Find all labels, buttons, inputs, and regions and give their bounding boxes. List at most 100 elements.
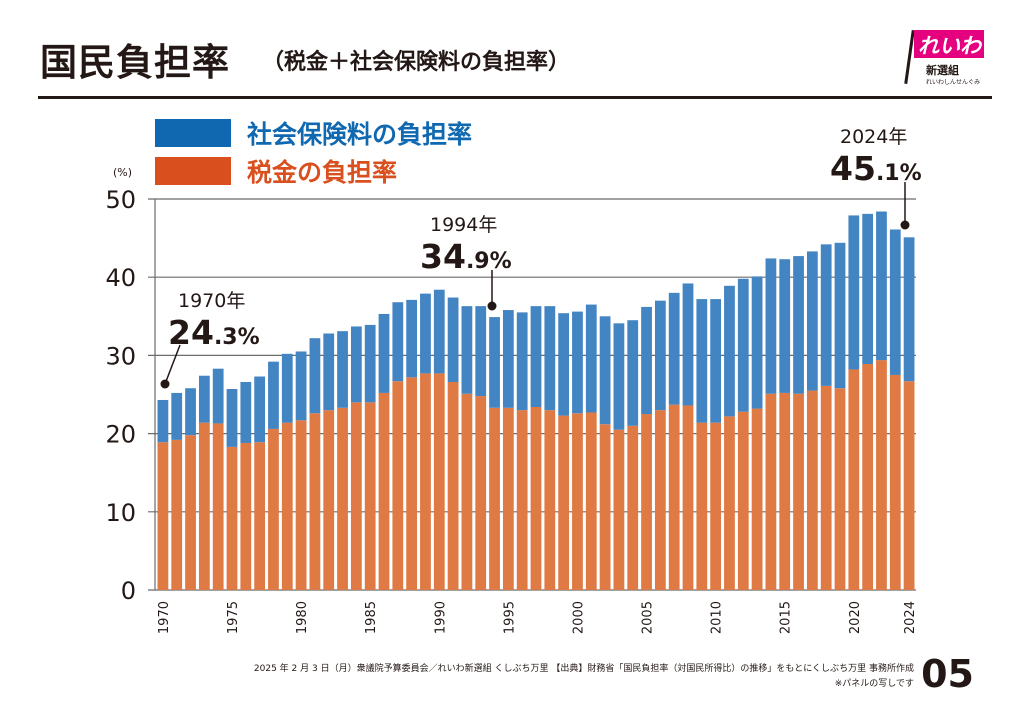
- page-number: 05: [921, 652, 974, 696]
- bar-tax-1972: [185, 435, 196, 590]
- bar-social-insurance-1985: [364, 324, 376, 403]
- title-rule: [38, 96, 992, 99]
- annotation-leader-line: [164, 344, 181, 385]
- x-tick-label: 2010: [710, 601, 725, 634]
- bar-tax-1970: [157, 442, 169, 590]
- annotation-value: 34.9%: [420, 237, 512, 276]
- bar-social-insurance-2009: [696, 299, 708, 423]
- bar-tax-1996: [516, 410, 528, 590]
- bar-tax-1992: [461, 393, 473, 590]
- bar-tax-1976: [240, 442, 252, 590]
- x-tick-label: 1995: [502, 601, 517, 634]
- bar-social-insurance-2021: [862, 213, 874, 365]
- bar-tax-2008: [682, 405, 694, 590]
- bar-social-insurance-1970: [157, 399, 169, 443]
- chart-legend: 社会保険料の負担率 税金の負担率: [155, 114, 472, 190]
- bar-social-insurance-2017: [806, 251, 818, 391]
- bar-tax-1994: [489, 407, 500, 590]
- bar-tax-1989: [420, 373, 431, 590]
- y-tick-label: 40: [105, 264, 136, 292]
- panel-note: ※パネルの写しです: [834, 679, 914, 689]
- bar-social-insurance-2010: [710, 299, 722, 423]
- bar-tax-1984: [350, 402, 362, 590]
- x-tick-label: 2000: [571, 601, 586, 634]
- bar-social-insurance-1996: [516, 312, 528, 411]
- bar-tax-1979: [281, 422, 293, 590]
- y-tick-label: 50: [105, 186, 136, 214]
- annotation-dot: [160, 379, 170, 389]
- bar-social-insurance-1974: [212, 368, 224, 424]
- bar-social-insurance-2001: [585, 304, 597, 413]
- bar-social-insurance-2016: [793, 256, 804, 394]
- bar-tax-2003: [613, 429, 625, 590]
- bar-social-insurance-1976: [240, 381, 252, 443]
- bar-tax-1999: [558, 415, 570, 590]
- bar-tax-1995: [502, 407, 514, 590]
- bar-social-insurance-2004: [627, 320, 639, 426]
- flag-icon: [914, 30, 984, 58]
- y-tick-label: 20: [105, 421, 136, 449]
- bar-social-insurance-2007: [668, 292, 680, 405]
- bar-tax-2009: [696, 422, 708, 590]
- bar-social-insurance-1989: [420, 293, 431, 374]
- bar-social-insurance-2000: [572, 311, 583, 414]
- bar-social-insurance-1978: [268, 361, 279, 429]
- y-tick-label: 30: [105, 342, 136, 370]
- bar-social-insurance-2011: [724, 285, 735, 417]
- bar-social-insurance-1991: [447, 297, 459, 382]
- bar-social-insurance-1990: [433, 289, 445, 374]
- bar-social-insurance-1988: [406, 299, 418, 378]
- bar-tax-1998: [544, 410, 556, 590]
- bar-tax-1985: [364, 402, 376, 590]
- x-tick-label: 1980: [295, 601, 310, 634]
- bar-social-insurance-2014: [765, 258, 777, 394]
- annotation-value: 45.1%: [830, 149, 922, 188]
- bar-social-insurance-1982: [323, 333, 335, 411]
- logo-reading: れいわしんせんぐみ: [926, 79, 981, 86]
- x-tick-label: 1970: [157, 601, 172, 634]
- annotation-year: 1994年: [430, 214, 497, 236]
- bar-tax-1980: [295, 420, 307, 590]
- bar-tax-2010: [710, 422, 722, 590]
- annotation-dot: [487, 301, 497, 311]
- bar-tax-2011: [724, 416, 735, 590]
- bar-tax-1997: [530, 407, 542, 590]
- bar-tax-2020: [848, 369, 860, 590]
- bar-tax-2006: [654, 410, 666, 590]
- bar-tax-1981: [309, 413, 321, 590]
- bar-tax-1974: [212, 423, 224, 590]
- annotation-year: 1970年: [178, 290, 245, 312]
- bar-tax-1971: [171, 439, 183, 590]
- bar-tax-2017: [806, 390, 818, 590]
- bar-social-insurance-1984: [350, 326, 362, 403]
- bar-social-insurance-1971: [171, 392, 183, 440]
- y-tick-label: 10: [105, 499, 136, 527]
- bar-social-insurance-2019: [834, 242, 846, 389]
- x-tick-label: 1985: [364, 601, 379, 634]
- bar-social-insurance-1987: [392, 302, 404, 382]
- bar-tax-2012: [737, 411, 749, 590]
- bar-tax-2021: [862, 364, 874, 590]
- bar-social-insurance-2023: [889, 229, 901, 375]
- x-tick-label: 1975: [226, 601, 241, 634]
- bar-tax-2022: [876, 360, 887, 590]
- bar-social-insurance-1973: [198, 375, 210, 423]
- bar-tax-2005: [641, 414, 652, 590]
- bar-social-insurance-2022: [876, 211, 887, 361]
- bar-social-insurance-2002: [599, 316, 611, 425]
- bar-tax-1990: [433, 373, 445, 590]
- bar-social-insurance-1986: [378, 313, 390, 393]
- bar-tax-2023: [889, 374, 901, 590]
- bar-tax-2016: [793, 393, 804, 590]
- bar-tax-1983: [337, 407, 348, 590]
- legend-label-tax: 税金の負担率: [247, 158, 398, 187]
- bar-social-insurance-2006: [654, 300, 666, 411]
- x-tick-label: 2015: [779, 601, 794, 634]
- bar-social-insurance-2015: [779, 259, 791, 393]
- bar-tax-1977: [254, 442, 266, 590]
- x-axis: 1970 1975 1980 1985 1990 1995 2000 2005 2010 2015…: [157, 601, 918, 634]
- bar-tax-2000: [572, 413, 583, 590]
- bar-tax-1978: [268, 428, 279, 590]
- page-subtitle: （税金＋社会保険料の負担率）: [262, 50, 571, 75]
